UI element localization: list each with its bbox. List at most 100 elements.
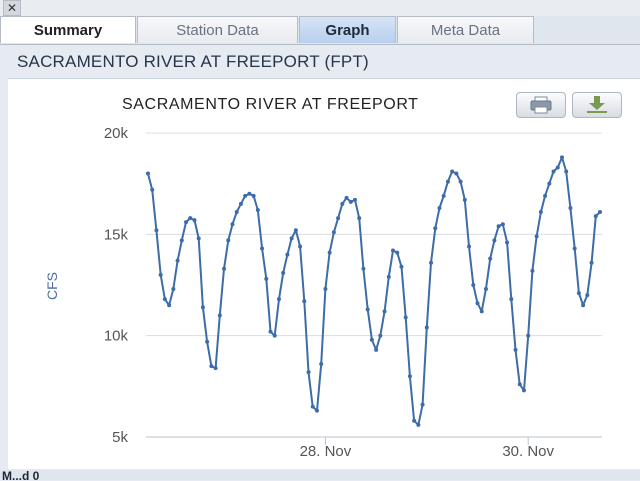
- data-point: [302, 299, 307, 304]
- data-point: [276, 297, 281, 302]
- data-point: [441, 193, 446, 198]
- data-point: [314, 408, 319, 413]
- data-point: [568, 205, 573, 210]
- data-point: [509, 297, 514, 302]
- data-point: [471, 283, 476, 287]
- data-point: [555, 165, 560, 170]
- station-title: SACRAMENTO RIVER AT FREEPORT (FPT): [17, 52, 369, 71]
- data-point: [517, 382, 522, 387]
- data-point: [234, 210, 239, 215]
- data-point: [247, 191, 252, 196]
- data-point: [424, 325, 429, 330]
- data-point: [407, 374, 412, 379]
- data-point: [572, 246, 577, 251]
- series-line: [147, 156, 601, 426]
- bottom-section: [0, 470, 640, 480]
- tab-summary[interactable]: Summary: [0, 16, 136, 43]
- data-point: [386, 274, 391, 279]
- data-point: [238, 201, 243, 206]
- data-point: [526, 333, 531, 338]
- data-point: [357, 216, 362, 221]
- data-point: [146, 171, 150, 176]
- data-point: [564, 169, 569, 174]
- data-point: [327, 250, 332, 255]
- data-point: [281, 270, 286, 275]
- data-point: [559, 155, 564, 160]
- data-point: [289, 236, 294, 241]
- printer-icon: [530, 96, 552, 114]
- data-point: [230, 222, 235, 227]
- data-point: [200, 305, 205, 310]
- data-point: [196, 236, 201, 241]
- data-point: [412, 418, 417, 423]
- data-point: [293, 228, 298, 233]
- data-point: [593, 214, 598, 219]
- data-point: [260, 246, 265, 251]
- data-point: [395, 250, 400, 255]
- data-point: [179, 238, 184, 243]
- data-point: [310, 404, 315, 409]
- data-point: [158, 272, 163, 277]
- data-point: [348, 199, 353, 204]
- data-point: [374, 347, 379, 352]
- window-topbar: ✕: [0, 0, 640, 16]
- data-point: [209, 364, 214, 369]
- data-point: [217, 313, 222, 318]
- data-point: [581, 303, 586, 308]
- data-point: [344, 195, 349, 200]
- data-point: [306, 370, 311, 375]
- data-point: [255, 208, 260, 213]
- tab-meta-data[interactable]: Meta Data: [397, 16, 534, 43]
- data-point: [323, 287, 328, 292]
- data-point: [551, 169, 556, 174]
- data-point: [264, 276, 269, 281]
- data-point: [437, 205, 442, 210]
- data-point: [483, 287, 488, 292]
- y-tick-label: 10k: [104, 328, 129, 345]
- data-point: [154, 228, 159, 233]
- tab-graph[interactable]: Graph: [299, 16, 396, 43]
- data-point: [222, 266, 227, 271]
- data-point: [369, 337, 374, 342]
- data-point: [391, 248, 396, 253]
- data-point: [268, 329, 273, 334]
- data-point: [150, 187, 155, 192]
- data-point: [331, 230, 336, 235]
- data-point: [420, 402, 425, 407]
- download-button[interactable]: [572, 92, 622, 118]
- chart-container: [8, 78, 640, 469]
- data-point: [213, 366, 218, 371]
- data-point: [433, 226, 438, 231]
- data-point: [251, 193, 256, 198]
- data-point: [226, 238, 231, 243]
- data-point: [188, 216, 193, 221]
- data-point: [429, 260, 434, 265]
- data-point: [492, 238, 497, 243]
- data-point: [378, 333, 383, 338]
- data-point: [336, 216, 341, 221]
- data-point: [243, 193, 248, 198]
- download-icon: [587, 96, 607, 113]
- tab-station-data[interactable]: Station Data: [137, 16, 298, 43]
- x-tick-label: 30. Nov: [502, 443, 554, 460]
- data-point: [365, 307, 370, 312]
- print-button[interactable]: [516, 92, 566, 118]
- chart-title: SACRAMENTO RIVER AT FREEPORT: [122, 96, 419, 113]
- data-point: [382, 309, 387, 314]
- data-point: [543, 193, 548, 198]
- tab-bar: Summary Station Data Graph Meta Data: [0, 16, 640, 44]
- data-point: [576, 291, 581, 296]
- data-point: [496, 224, 501, 229]
- data-point: [184, 220, 189, 225]
- data-point: [272, 333, 277, 338]
- data-point: [352, 197, 357, 202]
- data-point: [479, 309, 484, 314]
- data-point: [167, 303, 172, 308]
- y-tick-label: 5k: [112, 429, 128, 446]
- data-point: [403, 315, 408, 320]
- data-point: [500, 222, 505, 227]
- close-icon[interactable]: ✕: [3, 0, 21, 16]
- data-point: [521, 388, 526, 393]
- data-point: [598, 210, 602, 215]
